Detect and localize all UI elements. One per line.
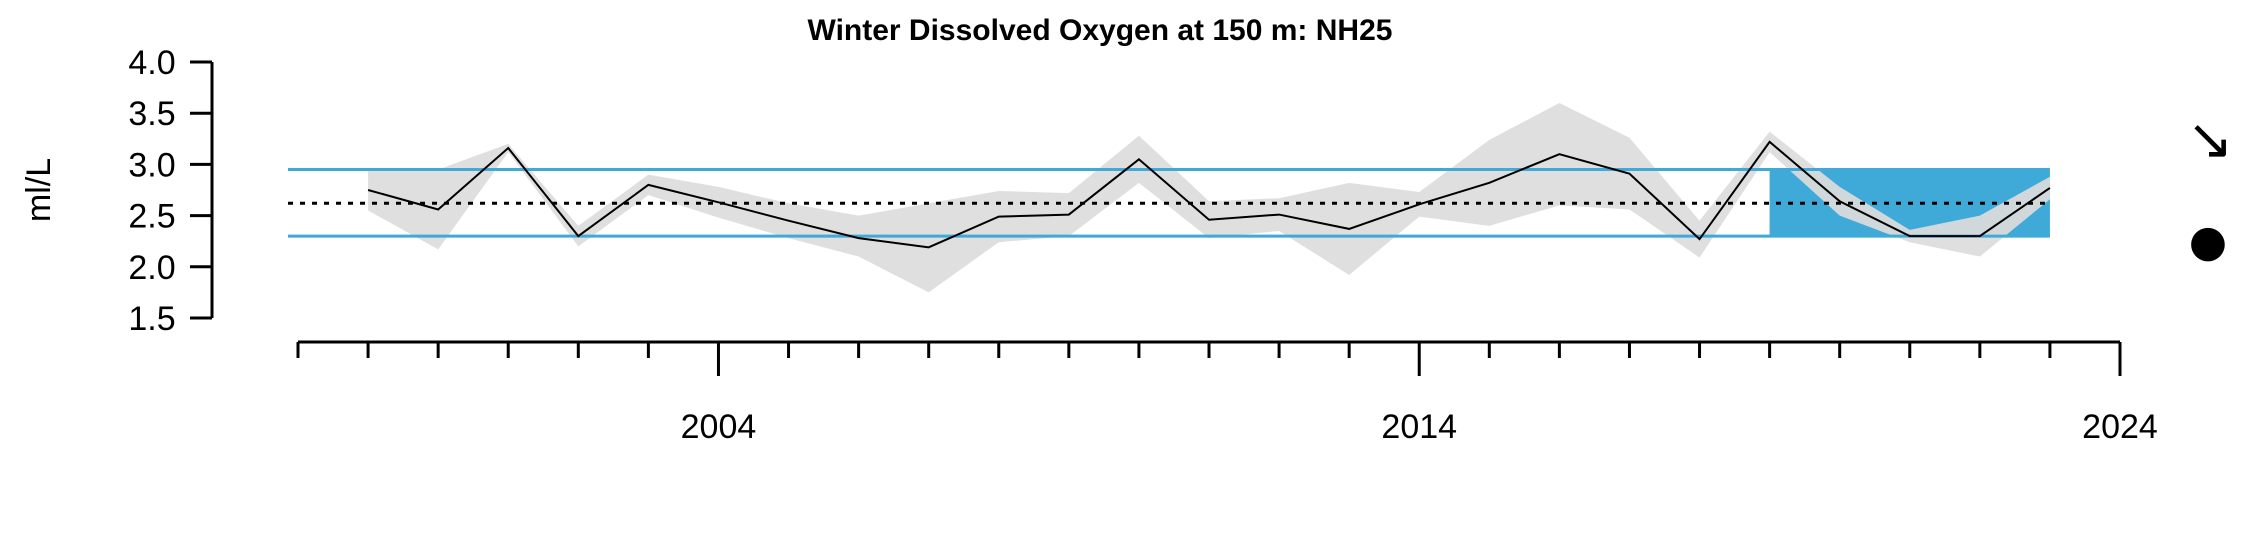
trend-arrow-icon: ↘: [2187, 107, 2234, 172]
sd-lines-layer: [288, 168, 2050, 238]
y-tick-label: 3.5: [128, 95, 175, 133]
x-tick-label: 2014: [1381, 408, 1457, 446]
chart-title: Winter Dissolved Oxygen at 150 m: NH25: [808, 14, 1393, 47]
status-dot-icon: ●: [2189, 216, 2227, 267]
x-tick-label: 2024: [2082, 408, 2158, 446]
uncertainty-ribbon: [368, 102, 2050, 293]
y-tick-label: 1.5: [128, 300, 175, 338]
y-tick-label: 2.5: [128, 198, 175, 236]
y-tick-label: 4.0: [128, 44, 175, 82]
x-axis: 2004 2014 2024: [296, 340, 2158, 446]
y-tick-label: 3.0: [128, 146, 175, 184]
y-axis: 1.5 2.0 2.5 3.0 3.5 4.0: [128, 44, 214, 338]
uncertainty-ribbon-layer: [368, 102, 2050, 293]
x-tick-label: 2004: [681, 408, 757, 446]
y-axis-label: ml/L: [20, 158, 58, 222]
plot-area: [288, 102, 2051, 293]
y-tick-label: 2.0: [128, 249, 175, 287]
series-line-layer: [367, 140, 2051, 249]
